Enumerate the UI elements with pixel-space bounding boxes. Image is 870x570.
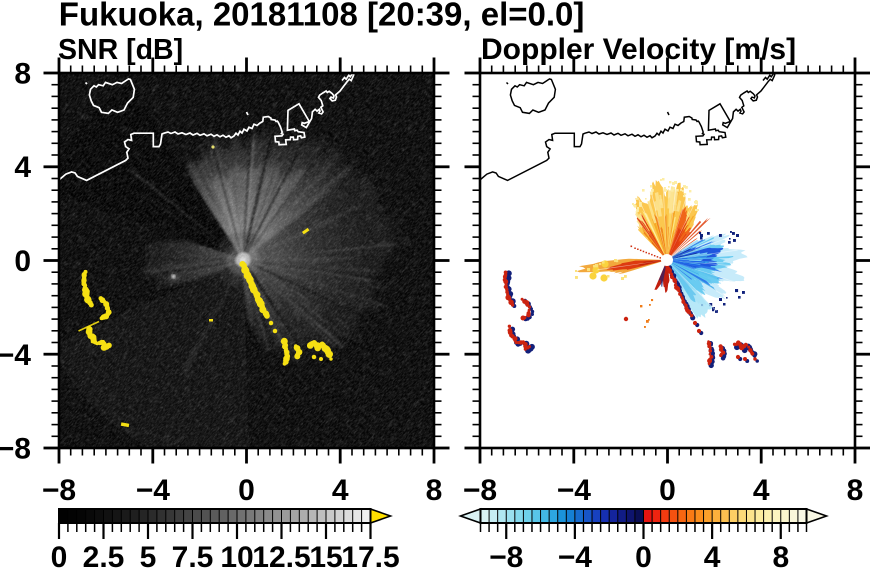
svg-text:−4: −4 [557,474,592,507]
svg-text:4: 4 [332,474,349,507]
svg-text:0: 0 [635,541,652,570]
svg-text:4: 4 [14,151,31,184]
svg-text:8: 8 [847,474,864,507]
svg-text:0: 0 [14,245,31,278]
svg-text:−4: −4 [136,474,171,507]
svg-text:4: 4 [704,541,721,570]
svg-text:12.5: 12.5 [252,541,310,570]
svg-text:Doppler Velocity [m/s]: Doppler Velocity [m/s] [481,33,796,66]
svg-text:−8: −8 [489,541,523,570]
svg-text:Fukuoka, 20181108 [20:39, el=0: Fukuoka, 20181108 [20:39, el=0.0] [59,0,585,33]
svg-text:0: 0 [659,474,676,507]
svg-text:0: 0 [238,474,255,507]
svg-text:−8: −8 [42,474,76,507]
svg-text:8: 8 [772,541,789,570]
svg-text:SNR [dB]: SNR [dB] [58,34,183,66]
svg-text:−4: −4 [0,339,31,372]
svg-text:4: 4 [753,474,770,507]
svg-text:8: 8 [426,474,443,507]
svg-text:10: 10 [220,541,253,570]
svg-text:5: 5 [140,541,157,570]
svg-text:−8: −8 [463,474,497,507]
svg-text:15: 15 [309,541,342,570]
svg-text:17.5: 17.5 [341,541,399,570]
svg-text:−8: −8 [0,433,31,466]
svg-text:2.5: 2.5 [83,541,125,570]
svg-text:7.5: 7.5 [172,541,214,570]
svg-text:8: 8 [14,58,31,91]
svg-text:0: 0 [51,541,68,570]
svg-text:−4: −4 [558,541,593,570]
